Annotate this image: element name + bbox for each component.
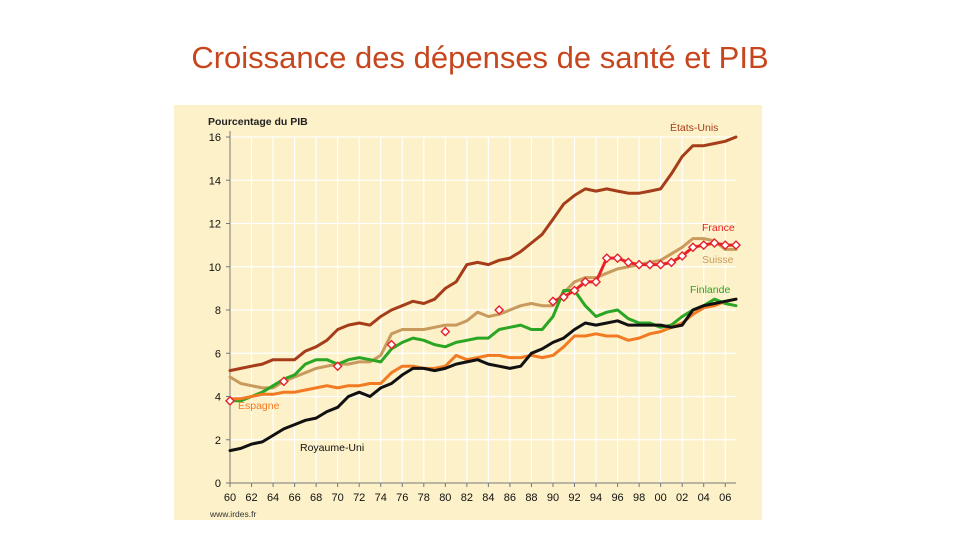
france-marker	[612, 253, 623, 264]
x-tick-label: 06	[719, 492, 731, 504]
x-tick-label: 98	[633, 492, 645, 504]
x-tick-label: 90	[547, 492, 559, 504]
y-tick-label: 2	[215, 435, 221, 447]
x-tick-label: 80	[439, 492, 451, 504]
france-marker	[655, 259, 666, 270]
x-tick-label: 70	[332, 492, 344, 504]
france-marker	[494, 305, 505, 315]
slide-title: Croissance des dépenses de santé et PIB	[191, 40, 769, 75]
x-tick-label: 84	[482, 492, 494, 504]
france-marker	[687, 242, 698, 253]
annotation-espagne: Espagne	[238, 400, 280, 412]
x-tick-label: 96	[611, 492, 623, 504]
annotation-suisse: Suisse	[702, 254, 734, 266]
x-tick-label: 92	[568, 492, 580, 504]
markers	[225, 237, 741, 406]
france-marker	[634, 259, 645, 270]
y-tick-label: 10	[209, 262, 221, 274]
france-marker	[709, 237, 720, 248]
france-marker	[569, 285, 580, 296]
chart-background	[174, 105, 762, 520]
y-tick-label: 0	[215, 478, 221, 490]
annotation-etats_unis: États-Unis	[670, 121, 718, 134]
x-tick-label: 02	[676, 492, 688, 504]
x-tick-label: 76	[396, 492, 408, 504]
x-tick-label: 64	[267, 492, 279, 504]
y-axis-label: Pourcentage du PIB	[208, 116, 308, 128]
y-tick-label: 12	[209, 219, 221, 231]
france-marker	[558, 292, 569, 303]
france-marker	[440, 326, 451, 337]
x-tick-label: 00	[655, 492, 667, 504]
y-tick-label: 16	[209, 132, 221, 144]
france-marker	[731, 240, 741, 251]
x-tick-label: 74	[375, 492, 387, 504]
y-tick-label: 6	[215, 348, 221, 360]
x-tick-label: 94	[590, 492, 602, 504]
x-tick-label: 60	[224, 492, 236, 504]
france-marker	[332, 361, 343, 372]
annotation-royaume_uni: Royaume-Uni	[300, 442, 364, 454]
france-marker	[623, 257, 634, 268]
france-marker	[644, 259, 655, 270]
y-tick-label: 14	[209, 175, 221, 187]
france-marker	[386, 339, 397, 350]
annotation-france: France	[702, 222, 735, 234]
france-marker	[698, 240, 709, 251]
france-marker	[580, 276, 591, 287]
x-tick-label: 62	[245, 492, 257, 504]
y-tick-label: 8	[215, 305, 221, 317]
annotation-finlande: Finlande	[690, 284, 730, 296]
labels: Pourcentage du PIB www.irdes.fr États-Un…	[208, 116, 735, 519]
france-marker	[225, 395, 235, 406]
series-line-etats_unis	[228, 135, 738, 373]
france-marker	[547, 296, 558, 307]
x-tick-label: 66	[288, 492, 300, 504]
x-tick-label: 86	[504, 492, 516, 504]
series-line-espagne	[228, 297, 738, 401]
series-line-royaume_uni	[228, 297, 738, 453]
france-marker	[278, 376, 289, 387]
source-label: www.irdes.fr	[209, 509, 256, 519]
x-tick-label: 78	[418, 492, 430, 504]
france-marker	[677, 250, 688, 261]
x-tick-label: 72	[353, 492, 365, 504]
france-marker	[666, 257, 677, 268]
france-marker	[591, 276, 602, 287]
france-marker	[601, 253, 612, 264]
x-tick-label: 04	[698, 492, 710, 504]
x-tick-label: 88	[525, 492, 537, 504]
x-tick-label: 68	[310, 492, 322, 504]
y-tick-label: 4	[215, 392, 221, 404]
france-marker	[720, 240, 731, 251]
chart: 0 2 4 6 8 10 12 14 16 60 62 64 66 68 70 72 74 76 78 80 82 84 8…	[174, 105, 762, 520]
x-tick-label: 82	[461, 492, 473, 504]
